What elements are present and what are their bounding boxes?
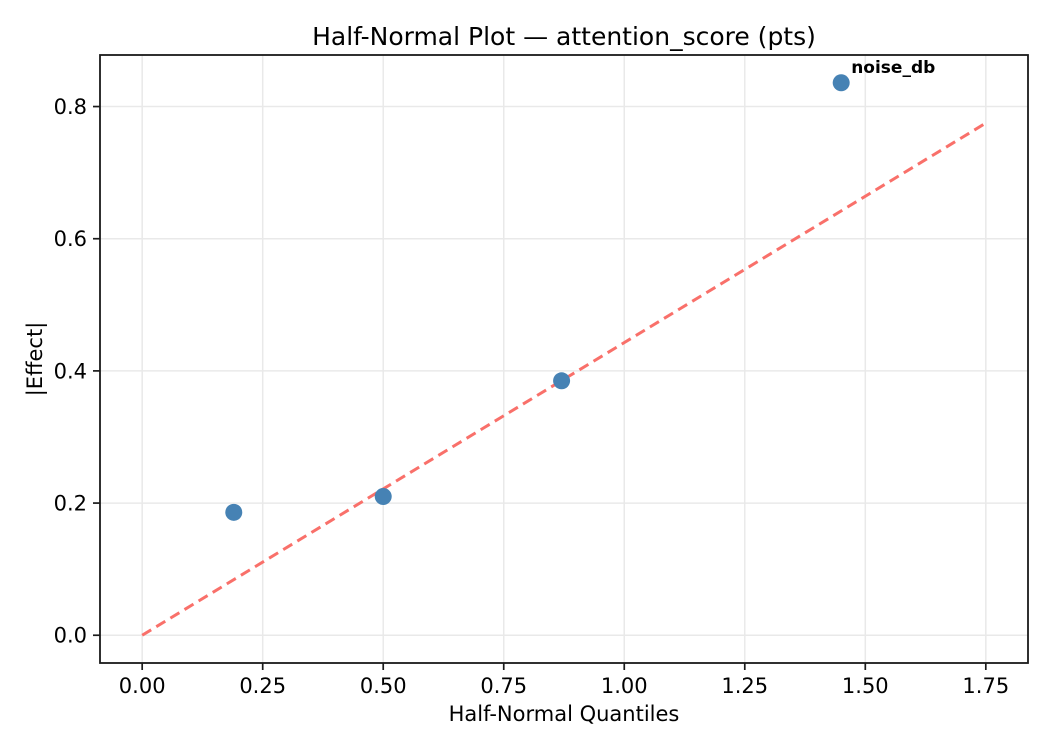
x-tick-label: 1.75 [962,674,1009,698]
y-tick-label: 0.4 [54,359,87,383]
point-annotation: noise_db [851,58,935,78]
y-axis-label: |Effect| [23,322,48,397]
data-point [832,74,850,92]
axes-layer: 0.00 0.25 0.50 0.75 1.00 1.25 1.50 1.75 0.0 0.2 0.… [54,95,1010,698]
data-point [225,503,243,521]
plot-border [99,54,1029,664]
data-point [553,372,571,390]
grid-layer [100,55,1028,663]
x-tick-label: 0.75 [480,674,527,698]
y-tick-label: 0.2 [54,492,87,516]
x-tick-label: 0.25 [239,674,286,698]
data-point [374,487,392,505]
x-tick-label: 1.50 [842,674,889,698]
y-tick-label: 0.8 [54,95,87,119]
y-tick-label: 0.6 [54,227,87,251]
scatter-points-layer: noise_db [225,58,935,521]
x-axis-label: Half-Normal Quantiles [449,702,680,726]
x-tick-label: 1.00 [601,674,648,698]
x-tick-label: 1.25 [721,674,768,698]
x-tick-label: 0.50 [360,674,407,698]
x-tick-label: 0.00 [119,674,166,698]
y-tick-label: 0.0 [54,624,87,648]
chart-title: Half-Normal Plot — attention_score (pts) [312,22,816,51]
